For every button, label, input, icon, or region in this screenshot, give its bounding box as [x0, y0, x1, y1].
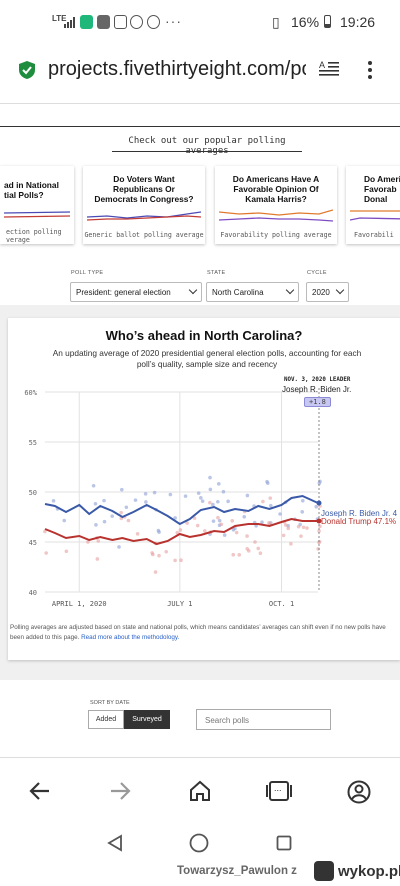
section-divider	[0, 126, 400, 127]
network-type: LTE	[52, 14, 67, 23]
chart-title: Who’s ahead in North Carolina?	[105, 328, 303, 343]
home-circle-icon[interactable]	[189, 833, 209, 853]
wykop-logo-icon	[314, 861, 334, 881]
search-polls-input[interactable]: Search polls	[196, 709, 331, 730]
leader-margin-badge: +1.8	[304, 397, 331, 407]
popular-card-generic-ballot[interactable]: Do Voters Want Republicans Or Democrats …	[83, 166, 205, 244]
card-footer: Favorabili	[354, 231, 394, 239]
more-menu-icon[interactable]	[368, 58, 372, 82]
app-icon	[97, 15, 110, 29]
watermark-user: Towarzysz_Pawulon z	[177, 865, 297, 877]
reader-mode-icon[interactable]: A	[318, 59, 340, 79]
watermark-site: wykop.pl	[338, 863, 400, 880]
chevron-down-icon	[335, 285, 345, 295]
grammarly-icon	[80, 15, 93, 29]
card-title: Do Voters Want Republicans Or Democrats …	[94, 174, 194, 204]
svg-text:A: A	[319, 60, 325, 70]
card-title: Do Ameri Favorab Donal	[364, 174, 400, 204]
back-triangle-icon[interactable]	[106, 834, 124, 852]
popular-card-trump-favorability[interactable]: Do Ameri Favorab Donal Favorabili	[346, 166, 400, 244]
popular-card-harris-favorability[interactable]: Do Americans Have A Favorable Opinion Of…	[215, 166, 337, 244]
battery-icon	[324, 15, 331, 28]
back-icon[interactable]	[28, 780, 52, 802]
chevron-down-icon	[285, 285, 295, 295]
url-field[interactable]: projects.fivethirtyeight.com/po	[48, 58, 306, 80]
card-sparkline	[350, 210, 400, 221]
cycle-label: CYCLE	[307, 270, 327, 276]
account-icon[interactable]	[347, 780, 371, 804]
clock: 19:26	[340, 14, 376, 30]
sort-added-button[interactable]: Added	[88, 710, 124, 729]
card-sparkline	[87, 211, 201, 221]
forward-icon[interactable]	[108, 780, 132, 802]
messenger-icon	[147, 15, 160, 29]
state-value: North Carolina	[212, 288, 264, 297]
methodology-link[interactable]: Read more about the methodology.	[81, 634, 180, 641]
status-bar: LTE ··· ▯ 16% 19:26	[0, 0, 400, 46]
sort-label: SORT BY DATE	[90, 700, 130, 706]
poll-type-label: POLL TYPE	[71, 270, 104, 276]
poll-type-value: President: general election	[76, 288, 171, 297]
home-icon[interactable]	[189, 780, 211, 802]
url-bar-divider	[0, 103, 400, 104]
secure-shield-icon[interactable]	[18, 60, 36, 80]
vibrate-icon: ▯	[272, 14, 280, 30]
watermark: Towarzysz_Pawulon z wykop.pl	[0, 858, 400, 886]
tabs-icon[interactable]: ...	[266, 780, 292, 802]
overflow-notifications: ···	[165, 13, 182, 29]
methodology-text: Polling averages are adjusted based on s…	[10, 624, 386, 641]
methodology-note: Polling averages are adjusted based on s…	[10, 623, 400, 643]
card-sparkline	[219, 209, 333, 222]
controls-divider	[0, 757, 400, 758]
sort-surveyed-button[interactable]: Surveyed	[124, 710, 170, 729]
leader-date-label: NOV. 3, 2020 LEADER	[284, 377, 351, 383]
card-title: Do Americans Have A Favorable Opinion Of…	[232, 174, 320, 204]
cycle-select[interactable]: 2020	[306, 282, 349, 302]
state-label: STATE	[207, 270, 226, 276]
card-footer: ection polling verage	[6, 228, 62, 244]
popular-card-national[interactable]: ad in National tial Polls? ection pollin…	[0, 166, 74, 244]
signal-icon	[64, 17, 75, 28]
browser-bottom-bar	[0, 758, 400, 826]
leader-name: Joseph R. Biden Jr.	[282, 385, 352, 394]
browser-url-bar: projects.fivethirtyeight.com/po A	[0, 46, 400, 96]
card-footer: Favorability polling average	[220, 231, 332, 239]
battery-percent: 16%	[291, 14, 320, 30]
whatsapp-icon	[130, 15, 143, 29]
cycle-value: 2020	[312, 288, 330, 297]
system-navigation-bar	[0, 826, 400, 860]
polling-average-card: Who’s ahead in North Carolina? An updati…	[8, 318, 400, 660]
chevron-down-icon	[188, 285, 198, 295]
instagram-icon	[114, 15, 127, 29]
card-title: ad in National tial Polls?	[4, 180, 59, 200]
card-sparkline	[4, 211, 70, 218]
recents-square-icon[interactable]	[276, 835, 292, 851]
state-select[interactable]: North Carolina	[206, 282, 299, 302]
card-footer: Generic ballot polling average	[84, 231, 204, 239]
chart-subtitle: An updating average of 2020 presidential…	[52, 348, 362, 369]
poll-type-select[interactable]: President: general election	[70, 282, 202, 302]
tab-count: ...	[274, 783, 282, 793]
popular-averages-heading: Check out our popular polling averages	[112, 132, 302, 156]
